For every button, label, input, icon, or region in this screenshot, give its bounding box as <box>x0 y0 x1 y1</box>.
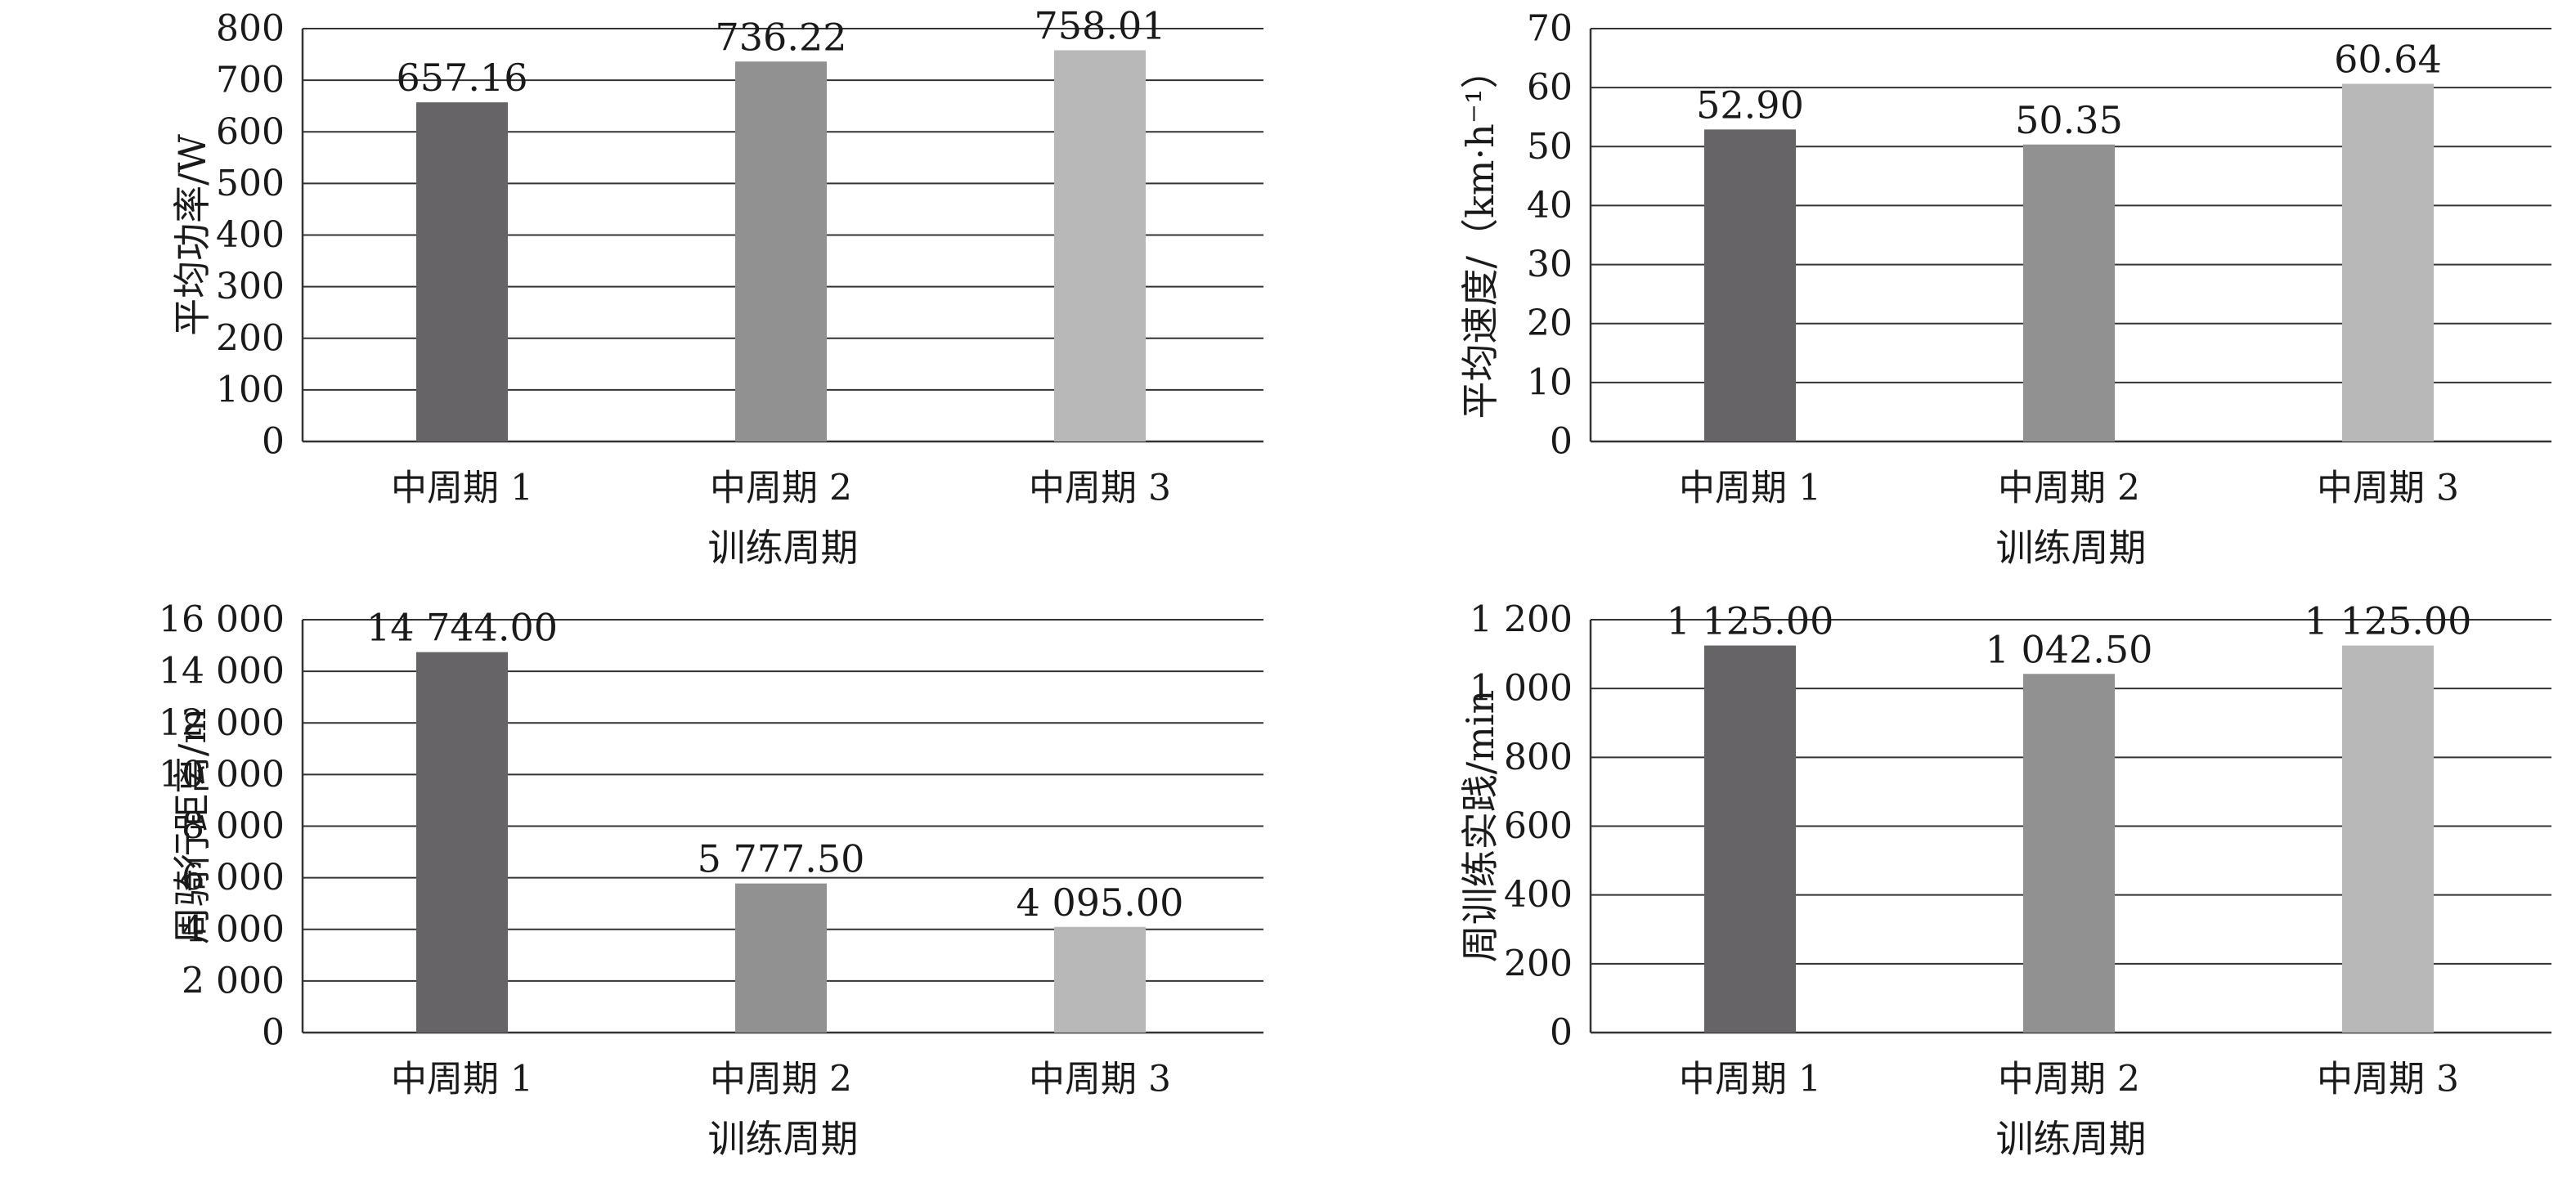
y-axis-title: 平均速度/（km·h⁻¹） <box>1458 52 1502 419</box>
y-tick-label: 8 000 <box>182 805 285 847</box>
x-tick-label: 中周期 1 <box>391 1059 533 1100</box>
y-tick-label: 200 <box>216 317 285 359</box>
y-tick-label: 50 <box>1527 126 1573 168</box>
y-tick-label: 800 <box>1504 737 1573 778</box>
data-label: 52.90 <box>1696 83 1804 127</box>
data-label: 657.16 <box>397 56 528 100</box>
y-tick-label: 20 <box>1527 302 1573 344</box>
x-tick-label: 中周期 3 <box>2317 468 2459 509</box>
y-tick-label: 16 000 <box>159 599 285 641</box>
y-tick-label: 600 <box>1504 805 1573 847</box>
chart-weekly-training-time: 0 200 400 600 800 1 000 1 200 1 125.00 中周期 1 1 04… <box>1288 591 2576 1182</box>
bar <box>735 883 827 1033</box>
y-axis-title: 平均功率/W <box>170 133 214 335</box>
y-tick-label: 30 <box>1527 244 1573 285</box>
bar <box>2023 674 2115 1033</box>
y-tick-label: 10 000 <box>159 754 285 795</box>
bar <box>1704 645 1796 1033</box>
chart-weekly-distance-svg: 0 2 000 4 000 6 000 8 000 10 000 12 000 14 000 1… <box>159 599 1263 1161</box>
y-tick-label: 700 <box>216 60 285 101</box>
y-tick-label: 0 <box>1550 1012 1573 1054</box>
data-label: 50.35 <box>2015 98 2123 142</box>
y-tick-label: 70 <box>1527 8 1573 50</box>
y-tick-label: 300 <box>216 266 285 307</box>
bar <box>2342 645 2434 1033</box>
y-axis-title: 周骑行距离/m <box>170 708 214 944</box>
x-tick-label: 中周期 1 <box>391 468 533 509</box>
x-axis-title: 训练周期 <box>1996 526 2147 570</box>
bar <box>2342 83 2434 442</box>
y-tick-label: 0 <box>262 1012 285 1054</box>
x-tick-label: 中周期 2 <box>710 1059 852 1100</box>
y-tick-label: 500 <box>216 163 285 204</box>
y-tick-label: 60 <box>1527 67 1573 109</box>
chart-average-power: 0 100 200 300 400 500 600 700 800 657.16 中周期 1 736.… <box>0 0 1288 591</box>
y-tick-label: 6 000 <box>182 857 285 898</box>
y-tick-label: 40 <box>1527 185 1573 226</box>
x-tick-label: 中周期 2 <box>710 468 852 509</box>
y-tick-label: 800 <box>216 8 285 50</box>
x-tick-label: 中周期 2 <box>1998 1059 2140 1100</box>
y-tick-label: 1 200 <box>1470 599 1573 641</box>
bar <box>2023 144 2115 441</box>
x-tick-label: 中周期 2 <box>1998 468 2140 509</box>
data-label: 5 777.50 <box>698 837 865 881</box>
x-axis-title: 训练周期 <box>708 1117 859 1161</box>
y-tick-label: 100 <box>216 369 285 410</box>
y-tick-label: 0 <box>1550 421 1573 463</box>
y-tick-label: 200 <box>1504 943 1573 984</box>
y-tick-label: 2 000 <box>182 960 285 1002</box>
y-tick-label: 4 000 <box>182 908 285 950</box>
data-label: 1 125.00 <box>1667 599 1834 643</box>
x-tick-label: 中周期 3 <box>1029 1059 1171 1100</box>
bar <box>735 61 827 442</box>
chart-average-speed: 0 10 20 30 40 50 60 70 52.90 中周期 1 50.35 中周期 2 60.64… <box>1288 0 2576 591</box>
y-tick-label: 12 000 <box>159 702 285 744</box>
data-label: 1 042.50 <box>1986 627 2153 671</box>
y-axis-title: 周训练实践/min <box>1458 690 1502 962</box>
y-tick-label: 1 000 <box>1470 668 1573 710</box>
bar <box>416 102 508 441</box>
x-tick-label: 中周期 1 <box>1679 468 1821 509</box>
data-label: 736.22 <box>716 15 847 59</box>
x-tick-label: 中周期 3 <box>2317 1059 2459 1100</box>
bar <box>1054 926 1146 1033</box>
data-label: 60.64 <box>2334 38 2442 82</box>
data-label: 14 744.00 <box>366 606 558 650</box>
x-tick-label: 中周期 3 <box>1029 468 1171 509</box>
chart-average-power-svg: 0 100 200 300 400 500 600 700 800 657.16 中周期 1 736.… <box>170 4 1263 570</box>
y-tick-label: 0 <box>262 421 285 463</box>
y-tick-label: 400 <box>216 214 285 256</box>
y-tick-label: 10 <box>1527 361 1573 403</box>
y-tick-label: 400 <box>1504 874 1573 916</box>
chart-average-speed-svg: 0 10 20 30 40 50 60 70 52.90 中周期 1 50.35 中周期 2 60.64… <box>1458 8 2551 570</box>
chart-weekly-distance: 0 2 000 4 000 6 000 8 000 10 000 12 000 14 000 1… <box>0 591 1288 1182</box>
x-tick-label: 中周期 1 <box>1679 1059 1821 1100</box>
x-axis-title: 训练周期 <box>708 526 859 570</box>
x-axis-title: 训练周期 <box>1996 1117 2147 1161</box>
bar <box>1704 129 1796 441</box>
data-label: 1 125.00 <box>2304 599 2472 643</box>
data-label: 4 095.00 <box>1016 881 1184 925</box>
data-label: 758.01 <box>1034 4 1166 48</box>
y-tick-label: 600 <box>216 111 285 153</box>
y-tick-label: 14 000 <box>159 651 285 692</box>
bar <box>1054 50 1146 441</box>
chart-weekly-training-time-svg: 0 200 400 600 800 1 000 1 200 1 125.00 中周期 1 1 04… <box>1458 599 2551 1161</box>
bar <box>416 652 508 1033</box>
